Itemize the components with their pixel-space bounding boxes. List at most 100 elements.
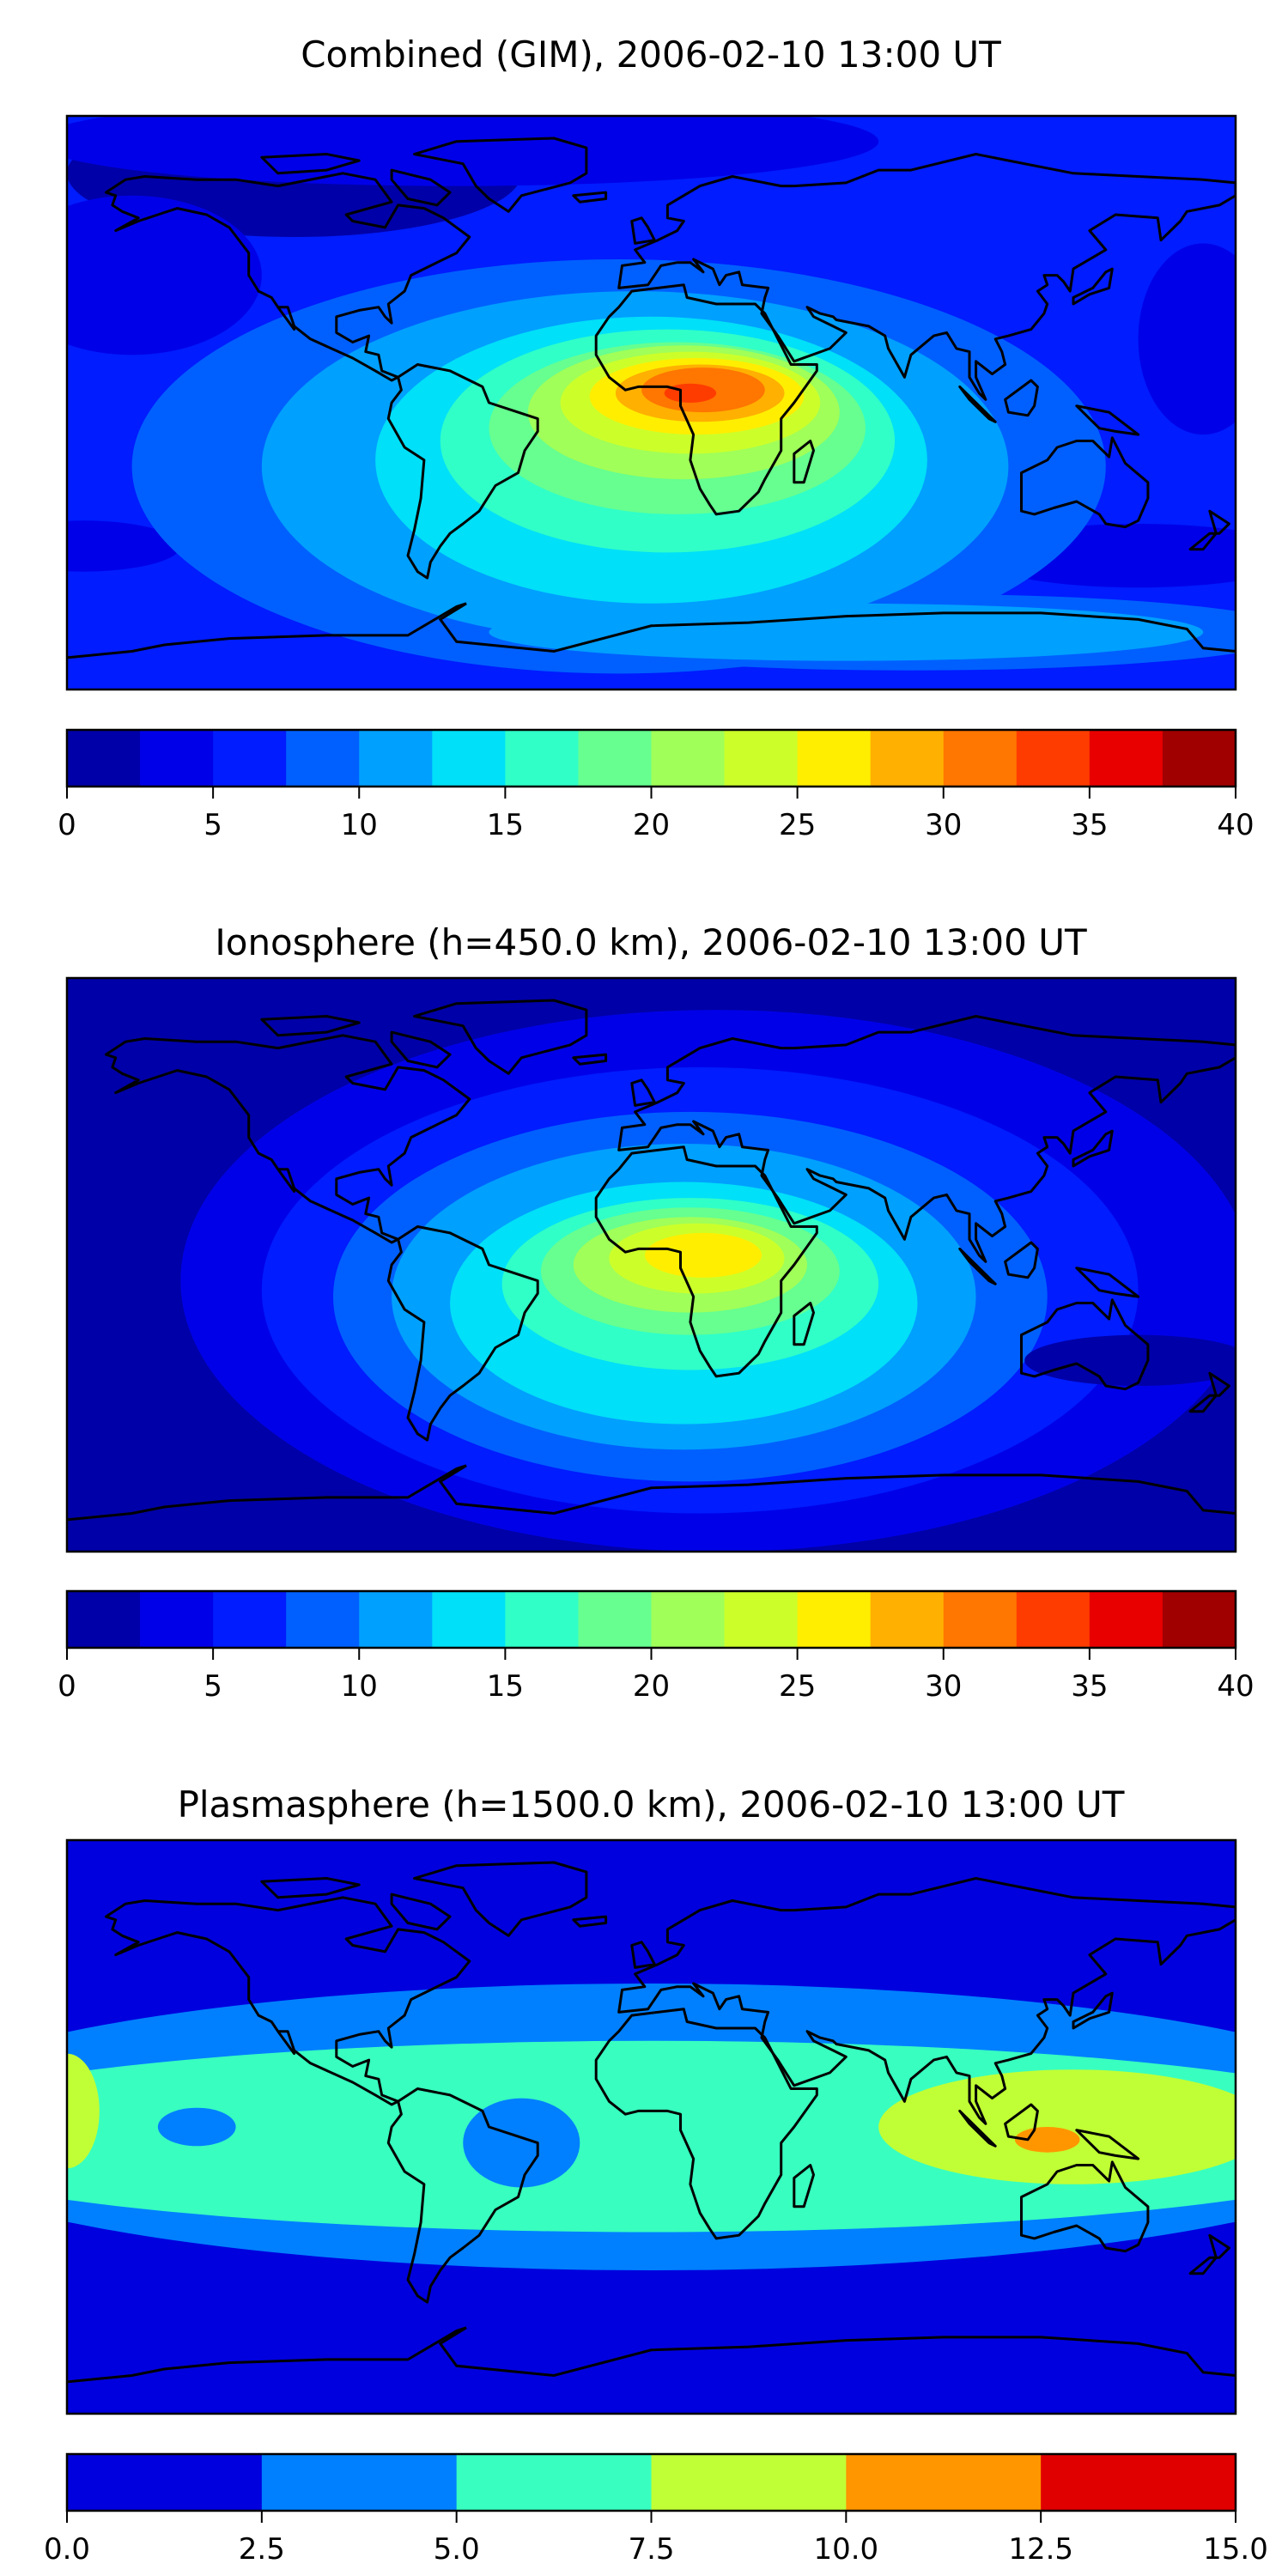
coastline-sumatra [958, 1247, 997, 1285]
colorbar-segment [578, 1591, 652, 1648]
colorbar-tick-label: 5 [204, 808, 222, 842]
coastline-greenland [413, 1861, 588, 1937]
colorbar-segment [432, 1591, 506, 1648]
colorbar-segment [213, 1591, 287, 1648]
colorbar-segment [1089, 730, 1163, 787]
colorbar-segment [651, 2454, 847, 2511]
colorbar-tick-label: 5.0 [434, 2532, 480, 2567]
contour-region [878, 2069, 1236, 2184]
colorbar-tick-label: 30 [925, 1669, 962, 1704]
coastline-madagascar [793, 1302, 815, 1346]
contour-region [463, 2098, 580, 2188]
coastline-north-america [104, 1034, 471, 1244]
contour-region [489, 603, 1204, 661]
map-frame [65, 114, 1237, 691]
coastline-north-america [104, 172, 471, 382]
coastline-eurasia [617, 153, 1236, 401]
coastline-madagascar [793, 2164, 815, 2208]
colorbar-tick-label: 25 [779, 1669, 816, 1704]
colorbar-segment [1016, 1591, 1091, 1648]
colorbar-tick-label: 12.5 [1008, 2532, 1073, 2567]
coastline-antarctica [67, 2326, 1236, 2384]
coastline-greenland [413, 137, 588, 213]
coastline-japan [1072, 1991, 1114, 2030]
coastline-iceland [572, 1915, 608, 1928]
contour-region [67, 520, 181, 572]
colorbar-segment [432, 730, 506, 787]
colorbar-segment [359, 1591, 433, 1648]
colorbar: 0 5 10 15 20 25 30 35 40 [58, 1589, 1255, 1704]
colorbar-segment [651, 1591, 726, 1648]
coastline-canadian-arctic [260, 153, 361, 175]
colorbar: 0.0 2.5 5.0 7.5 10.0 12.5 15.0 [44, 2452, 1268, 2567]
colorbar-tick-label: 40 [1217, 1669, 1254, 1704]
contour-region [67, 1360, 181, 1425]
colorbar-segment [1041, 2454, 1236, 2511]
colorbar-segment [67, 2454, 263, 2511]
coastline-great-britain [630, 1941, 656, 1969]
colorbar-tick-label: 15 [487, 1669, 524, 1704]
coastline-new-guinea [1075, 404, 1140, 436]
colorbar-segment [1162, 730, 1236, 787]
chart-title: Ionosphere (h=450.0 km), 2006-02-10 13:0… [215, 921, 1087, 963]
colorbar-segment [67, 730, 141, 787]
colorbar-tick-label: 20 [633, 808, 670, 842]
colorbar-tick-label: 15.0 [1203, 2532, 1268, 2567]
coastline-eurasia [617, 1015, 1236, 1263]
colorbar-segment [943, 730, 1018, 787]
map-frame [65, 1838, 1237, 2415]
coastline-africa [594, 2008, 818, 2240]
colorbar: 0 5 10 15 20 25 30 35 40 [58, 728, 1255, 842]
colorbar-tick-label: 0.0 [44, 2532, 90, 2567]
coastline-madagascar [793, 440, 815, 484]
colorbar-segment [140, 1591, 214, 1648]
colorbar-tick-label: 2.5 [239, 2532, 285, 2567]
colorbar-segment [286, 1591, 360, 1648]
colorbar-segment [943, 1591, 1018, 1648]
coastline-great-britain [630, 1078, 656, 1107]
colorbar-tick-label: 35 [1071, 1669, 1108, 1704]
coastline-new-zealand [1188, 1371, 1230, 1413]
colorbar-segment [505, 1591, 579, 1648]
colorbar-tick-label: 20 [633, 1669, 670, 1704]
colorbar-segment [213, 730, 287, 787]
colorbar-segment [286, 730, 360, 787]
colorbar-segment [1089, 1591, 1163, 1648]
contour-region [67, 116, 878, 186]
map-area [67, 1840, 1236, 2414]
coastline-south-america [386, 1225, 539, 1442]
coastline-japan [1072, 267, 1114, 306]
colorbar-segment [578, 730, 652, 787]
coastline-new-zealand [1188, 2233, 1230, 2275]
colorbar-segment [1016, 730, 1091, 787]
panel-plasmasphere: Plasmasphere (h=1500.0 km), 2006-02-10 1… [44, 1783, 1268, 2567]
colorbar-segment [724, 730, 799, 787]
coastline-sumatra [958, 2109, 997, 2148]
chart-title: Plasmasphere (h=1500.0 km), 2006-02-10 1… [178, 1783, 1125, 1826]
contour-region [1024, 1334, 1236, 1387]
coastline-baffin-island [390, 1030, 452, 1069]
colorbar-segment [797, 1591, 872, 1648]
colorbar-segment [651, 730, 726, 787]
colorbar-segment [797, 730, 872, 787]
coastline-sumatra [958, 385, 997, 423]
coastline-australia [1020, 1298, 1150, 1391]
coastline-greenland [413, 999, 588, 1075]
coastline-south-america [386, 363, 539, 580]
contour-region [67, 2053, 100, 2169]
colorbar-segment [505, 730, 579, 787]
colorbar-tick-label: 35 [1071, 808, 1108, 842]
colorbar-segment [846, 2454, 1042, 2511]
coastline-new-zealand [1188, 509, 1230, 551]
coastline-africa [594, 1145, 818, 1378]
colorbar-tick-label: 7.5 [628, 2532, 674, 2567]
coastline-antarctica [67, 602, 1236, 659]
contour-region [664, 383, 717, 403]
coastline-canadian-arctic [260, 1877, 361, 1899]
colorbar-tick-label: 15 [487, 808, 524, 842]
map-area [67, 978, 1236, 1552]
colorbar-tick-label: 10 [341, 808, 378, 842]
colorbar-segment [870, 1591, 945, 1648]
contour-region [157, 2107, 236, 2147]
